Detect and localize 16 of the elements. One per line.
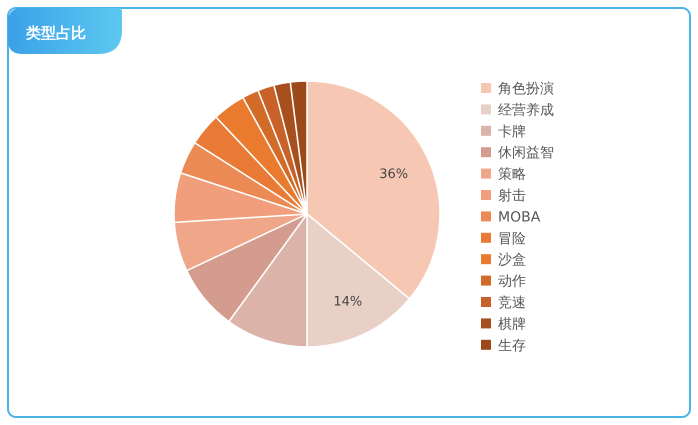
legend-label: 卡牌 bbox=[498, 124, 526, 140]
legend-label: 动作 bbox=[498, 274, 526, 290]
data-label: 36% bbox=[379, 167, 408, 182]
chart-title: 类型占比 bbox=[25, 24, 86, 42]
legend-label: MOBA bbox=[498, 209, 541, 226]
legend-label: 经营养成 bbox=[498, 102, 554, 118]
legend-label: 生存 bbox=[498, 338, 526, 354]
legend-label: 沙盒 bbox=[498, 252, 526, 268]
legend-label: 射击 bbox=[498, 188, 526, 204]
legend-label: 棋牌 bbox=[498, 316, 526, 332]
legend-label: 休闲益智 bbox=[498, 145, 554, 162]
legend-label: 角色扮演 bbox=[498, 81, 554, 97]
legend-label: 冒险 bbox=[498, 230, 526, 247]
legend-label: 竞速 bbox=[498, 295, 526, 311]
data-label: 14% bbox=[333, 294, 362, 310]
legend-label: 策略 bbox=[498, 166, 526, 183]
